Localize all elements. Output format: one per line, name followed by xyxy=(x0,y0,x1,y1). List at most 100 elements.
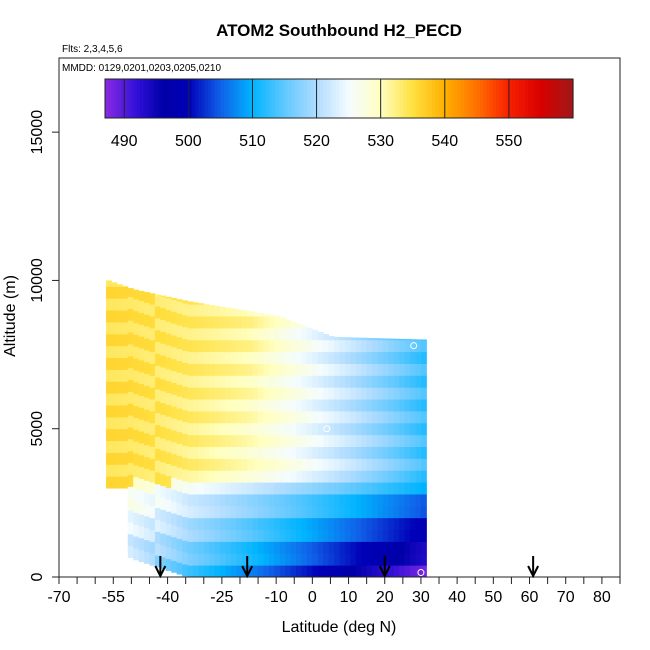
colorbar-segment xyxy=(236,79,241,118)
heatmap-cell xyxy=(339,482,346,495)
heatmap-cell xyxy=(187,470,194,483)
heatmap-cell xyxy=(144,302,150,315)
heatmap-cell xyxy=(306,327,313,341)
colorbar-segment xyxy=(451,79,455,118)
heatmap-cell xyxy=(116,321,123,335)
heatmap-cell xyxy=(176,384,183,397)
heatmap-cell xyxy=(160,509,167,522)
colorbar-segment xyxy=(278,79,282,118)
heatmap-cell xyxy=(415,553,422,566)
heatmap-cell xyxy=(377,363,384,376)
heatmap-cell xyxy=(420,375,427,388)
x-tick-label: 60 xyxy=(521,589,539,606)
heatmap-cell xyxy=(176,419,183,433)
heatmap-cell xyxy=(241,470,248,483)
heatmap-cell xyxy=(361,387,368,400)
heatmap-cell xyxy=(241,387,248,400)
heatmap-cell xyxy=(225,458,232,471)
heatmap-cell xyxy=(393,565,400,578)
heatmap-cell xyxy=(127,288,134,298)
heatmap-cell xyxy=(404,505,411,519)
heatmap-cell xyxy=(192,529,199,542)
colorbar-segment xyxy=(284,79,289,118)
heatmap-cell xyxy=(404,339,411,341)
heatmap-cell xyxy=(312,553,319,566)
heatmap-cell xyxy=(312,410,319,424)
heatmap-cell xyxy=(328,422,335,436)
heatmap-cell xyxy=(209,316,216,329)
heatmap-cell xyxy=(372,339,378,353)
heatmap-cell xyxy=(192,327,199,341)
heatmap-cell xyxy=(220,363,226,376)
heatmap-cell xyxy=(209,553,216,566)
heatmap-cell xyxy=(355,505,362,519)
heatmap-cell xyxy=(350,363,357,376)
heatmap-cell xyxy=(165,368,172,382)
heatmap-cell xyxy=(160,295,167,309)
heatmap-cell xyxy=(116,369,123,382)
heatmap-cell xyxy=(268,410,275,424)
heatmap-cell xyxy=(415,529,422,542)
heatmap-cell xyxy=(301,482,308,495)
heatmap-cell xyxy=(323,339,330,353)
heatmap-cell xyxy=(154,412,161,426)
heatmap-cell xyxy=(334,339,340,353)
heatmap-cell xyxy=(366,422,373,436)
heatmap-cell xyxy=(236,309,243,317)
heatmap-cell xyxy=(176,443,183,456)
colorbar-segment xyxy=(246,79,250,118)
heatmap-cell xyxy=(203,399,210,412)
heatmap-cell xyxy=(214,339,221,353)
heatmap-cell xyxy=(334,410,340,424)
heatmap-cell xyxy=(127,379,134,392)
heatmap-cell xyxy=(138,371,145,385)
heatmap-cell xyxy=(410,387,417,400)
heatmap-cell xyxy=(344,529,351,542)
heatmap-cell xyxy=(263,327,270,341)
heatmap-cell xyxy=(198,387,205,400)
heatmap-cell xyxy=(290,339,297,353)
heatmap-cell xyxy=(225,541,232,554)
heatmap-cell xyxy=(133,393,140,407)
heatmap-cell xyxy=(154,294,161,307)
heatmap-cell xyxy=(116,357,123,370)
heatmap-cell xyxy=(355,553,362,566)
heatmap-cell xyxy=(116,345,123,359)
heatmap-cell xyxy=(230,434,237,448)
heatmap-cell xyxy=(334,387,340,400)
heatmap-cell xyxy=(344,517,351,531)
heatmap-cell xyxy=(182,350,188,363)
heatmap-cell xyxy=(192,505,199,519)
colorbar-segment xyxy=(172,79,177,118)
heatmap-cell xyxy=(377,565,384,578)
colorbar-segment xyxy=(348,79,353,118)
heatmap-cell xyxy=(344,339,351,353)
heatmap-cell xyxy=(149,529,156,542)
heatmap-cell xyxy=(203,387,210,400)
heatmap-cell xyxy=(133,512,140,525)
heatmap-cell xyxy=(301,529,308,542)
colorbar-segment xyxy=(467,79,472,118)
heatmap-cell xyxy=(263,458,270,471)
heatmap-cell xyxy=(203,553,210,566)
heatmap-cell xyxy=(301,470,308,483)
heatmap-cell xyxy=(301,505,308,519)
heatmap-cell xyxy=(296,458,302,471)
heatmap-cell xyxy=(410,410,417,424)
heatmap-cell xyxy=(290,565,297,578)
heatmap-cell xyxy=(133,476,140,490)
heatmap-cell xyxy=(328,410,335,424)
colorbar-segment xyxy=(265,79,270,118)
heatmap-cell xyxy=(410,517,417,531)
colorbar-segment xyxy=(447,79,452,118)
heatmap-cell xyxy=(393,517,400,531)
heatmap-cell xyxy=(388,339,395,353)
heatmap-cell xyxy=(420,399,427,412)
heatmap-cell xyxy=(154,436,161,449)
heatmap-cell xyxy=(263,482,270,495)
heatmap-cell xyxy=(268,565,275,578)
heatmap-cell xyxy=(220,482,226,495)
heatmap-cell xyxy=(171,394,178,407)
heatmap-cell xyxy=(241,482,248,495)
heatmap-cell xyxy=(230,387,237,400)
